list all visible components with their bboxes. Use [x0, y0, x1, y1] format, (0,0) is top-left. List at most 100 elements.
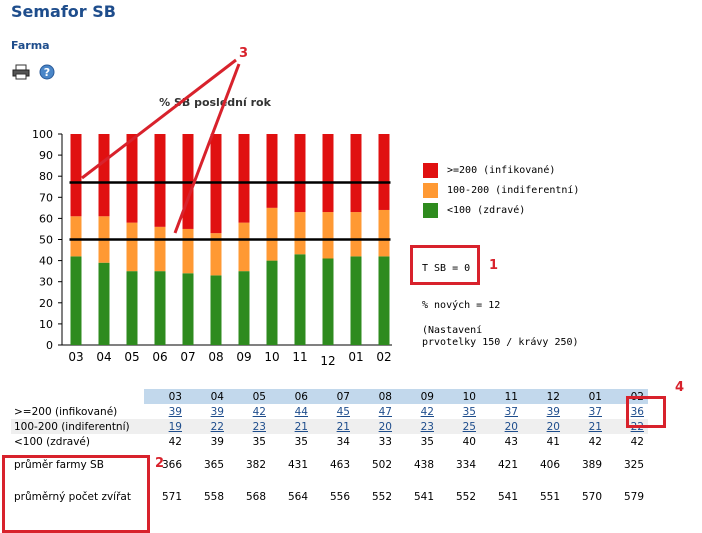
month-header: 05 [228, 389, 270, 404]
table-cell: 42 [588, 435, 602, 448]
table-cell: 20 [480, 419, 522, 434]
cell-link[interactable]: 25 [462, 420, 476, 433]
x-tick-label: 11 [292, 350, 307, 364]
cell-link[interactable]: 47 [378, 405, 392, 418]
table-cell: 406 [539, 459, 560, 471]
tsb-value: T SB = 0 [422, 263, 471, 274]
table-cell: 35 [438, 404, 480, 419]
month-header: 04 [186, 389, 228, 404]
cell-link[interactable]: 39 [546, 405, 560, 418]
bar-segment-indifferent [154, 226, 166, 272]
annotation-marker-1: 1 [489, 258, 499, 273]
table-cell: 21 [564, 419, 606, 434]
table-cell: 35 [294, 435, 308, 448]
bar-segment-healthy [126, 271, 138, 345]
cell-link[interactable]: 23 [252, 420, 266, 433]
cell-link[interactable]: 21 [336, 420, 350, 433]
bar-segment-indifferent [294, 212, 306, 255]
cell-link[interactable]: 20 [504, 420, 518, 433]
cell-link[interactable]: 20 [546, 420, 560, 433]
annotation-marker-2: 2 [155, 456, 165, 471]
table-cell: 334 [455, 459, 476, 471]
table-cell: 36 [606, 404, 648, 419]
month-header: 03 [144, 389, 186, 404]
bar-segment-infected [266, 134, 278, 208]
legend-swatch-indifferent [423, 183, 438, 198]
row-label: 100-200 (indiferentní) [11, 419, 144, 434]
cell-link[interactable]: 44 [294, 405, 308, 418]
cell-link[interactable]: 22 [210, 420, 224, 433]
table-cell: 502 [371, 459, 392, 471]
section-title: Farma [11, 39, 50, 52]
table-cell: 438 [413, 459, 434, 471]
bar-segment-infected [126, 134, 138, 223]
table-cell: 552 [455, 491, 476, 503]
bar-segment-infected [322, 134, 334, 213]
y-tick-label: 80 [39, 170, 53, 183]
table-cell: 21 [312, 419, 354, 434]
table-cell: 541 [413, 491, 434, 503]
cell-link[interactable]: 39 [210, 405, 224, 418]
cell-link[interactable]: 20 [378, 420, 392, 433]
bar-segment-healthy [210, 275, 222, 345]
y-tick-label: 0 [46, 339, 53, 352]
table-row: <100 (zdravé) 42 39 35 35 34 33 35 40 43 41 42 42 [11, 434, 648, 449]
month-header: 10 [438, 389, 480, 404]
monthly-data-table: 03 04 05 06 07 08 09 10 11 12 01 02 >=20… [11, 389, 648, 513]
table-cell: 551 [539, 491, 560, 503]
bar-segment-healthy [70, 256, 82, 345]
cell-link[interactable]: 45 [336, 405, 350, 418]
cell-link[interactable]: 37 [504, 405, 518, 418]
table-cell: 366 [161, 459, 182, 471]
x-tick-label: 04 [96, 350, 111, 364]
bar-segment-healthy [378, 256, 390, 345]
print-icon[interactable] [12, 64, 30, 80]
cell-link[interactable]: 21 [588, 420, 602, 433]
x-tick-label: 01 [348, 350, 363, 364]
bar-segment-indifferent [210, 233, 222, 276]
table-cell: 19 [144, 419, 186, 434]
settings-line-1: (Nastavení [422, 325, 483, 336]
row-label: průměr farmy SB [14, 459, 104, 471]
table-cell: 34 [336, 435, 350, 448]
cell-link[interactable]: 21 [294, 420, 308, 433]
cell-link[interactable]: 42 [252, 405, 266, 418]
x-tick-label: 02 [376, 350, 391, 364]
legend-swatch-infected [423, 163, 438, 178]
cell-link[interactable]: 37 [588, 405, 602, 418]
x-tick-label: 07 [180, 350, 195, 364]
bar-segment-infected [70, 134, 82, 217]
table-cell: 42 [396, 404, 438, 419]
table-cell: 389 [581, 459, 602, 471]
bar-segment-healthy [154, 271, 166, 345]
x-tick-label: 08 [208, 350, 223, 364]
x-tick-label: 05 [124, 350, 139, 364]
cell-link[interactable]: 39 [168, 405, 182, 418]
table-cell: 42 [228, 404, 270, 419]
bar-segment-indifferent [322, 212, 334, 259]
table-cell: 37 [480, 404, 522, 419]
cell-link[interactable]: 23 [420, 420, 434, 433]
y-tick-label: 10 [39, 318, 53, 331]
table-header-blank [11, 389, 144, 404]
legend-label-healthy: <100 (zdravé) [447, 205, 526, 216]
cell-link[interactable]: 35 [462, 405, 476, 418]
y-tick-label: 40 [39, 255, 53, 268]
y-tick-label: 30 [39, 276, 53, 289]
bar-segment-infected [154, 134, 166, 227]
cell-link[interactable]: 36 [630, 405, 644, 418]
x-tick-label: 12 [320, 354, 335, 368]
month-header: 06 [270, 389, 312, 404]
table-cell: 564 [287, 491, 308, 503]
table-cell: 39 [210, 435, 224, 448]
x-tick-label: 03 [68, 350, 83, 364]
cell-link[interactable]: 19 [168, 420, 182, 433]
legend-swatch-healthy [423, 203, 438, 218]
bar-segment-indifferent [266, 207, 278, 261]
table-cell: 25 [438, 419, 480, 434]
table-cell: 325 [623, 459, 644, 471]
help-icon[interactable]: ? [39, 64, 57, 80]
table-cell: 558 [203, 491, 224, 503]
table-cell: 23 [228, 419, 270, 434]
cell-link[interactable]: 42 [420, 405, 434, 418]
